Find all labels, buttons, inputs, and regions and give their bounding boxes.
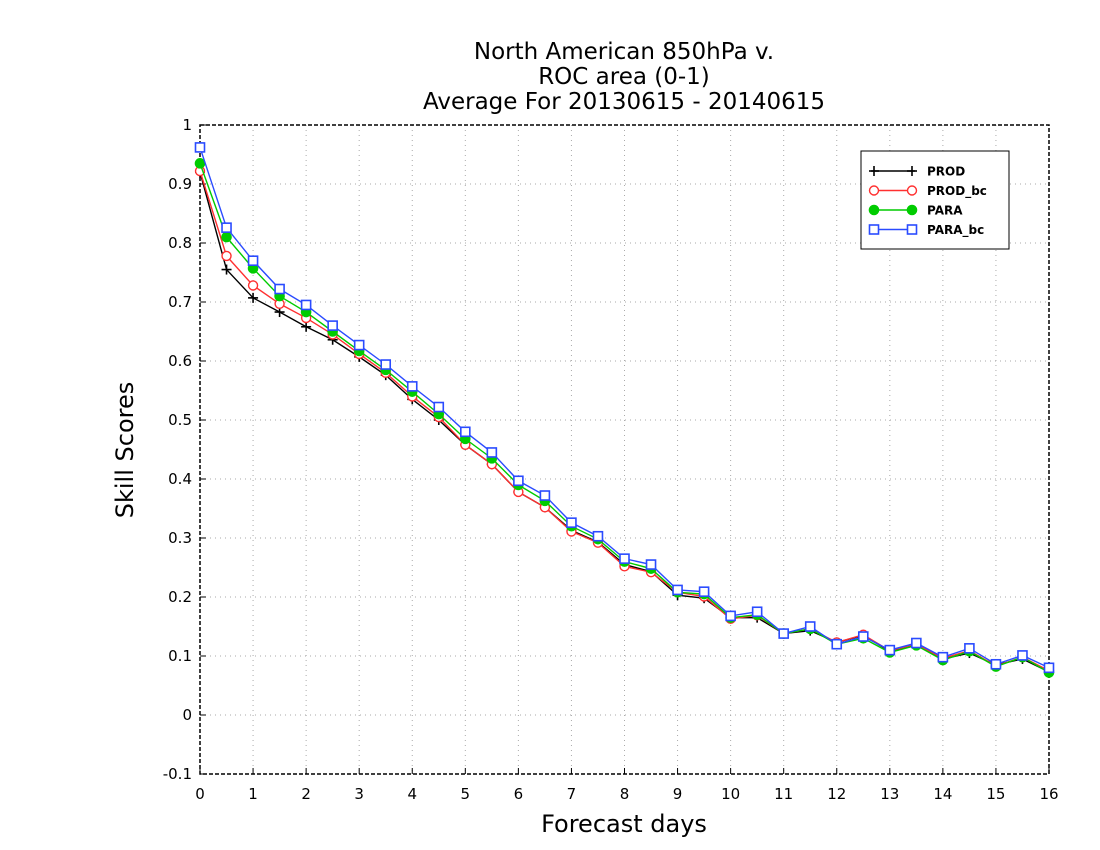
legend-marker-end [906,204,918,216]
legend-marker-end [907,166,917,176]
data-point [247,255,259,267]
data-point [990,658,1002,670]
legend-marker-start [868,224,880,235]
data-point [672,584,683,596]
x-tick-label: 5 [461,785,471,803]
x-tick-label: 9 [673,785,683,803]
y-tick-label: 0.7 [168,293,192,311]
y-axis-ticks: -0.1 0 0.1 0.2 0.3 0.4 0.5 0.6 0.7 0.8 0.9 1 [163,116,206,783]
data-point [486,447,498,458]
data-point [221,250,232,262]
series-group [194,142,1055,678]
legend-label: PROD_bc [927,184,987,199]
legend-label: PARA_bc [927,223,984,238]
data-point [1017,650,1028,661]
y-tick-label: 1 [182,116,192,134]
chart-title-line-3: Average For 20130615 - 20140615 [423,89,825,115]
x-axis-label: Forecast days [541,810,707,838]
x-tick-label: 7 [567,785,577,803]
data-point [221,222,232,233]
y-axis-label: Skill Scores [111,382,139,519]
legend-item: PROD [869,165,965,179]
y-tick-label: -0.1 [163,765,192,783]
data-point [778,628,789,639]
legend-item: PARA_bc [868,223,984,238]
x-axis-ticks: 0 1 2 3 4 5 6 7 8 9 10 11 12 13 14 15 16 [195,768,1059,803]
x-tick-label: 6 [514,785,524,803]
data-point [592,530,604,542]
data-point [831,638,843,650]
y-tick-label: 0.3 [168,529,192,547]
legend: PROD PROD_bc PARA PARA_bc [860,150,1010,250]
data-point [194,158,206,169]
x-tick-label: 4 [407,785,417,803]
data-point [221,264,232,275]
x-tick-label: 16 [1039,785,1058,803]
legend-box [860,150,1010,250]
x-tick-label: 11 [774,785,793,803]
data-point [301,321,312,332]
data-point [327,320,338,331]
data-point [460,426,471,438]
data-point [619,553,630,564]
y-tick-label: 0.9 [168,175,192,193]
legend-item: PROD_bc [868,184,987,199]
data-point [645,559,657,570]
x-tick-label: 13 [880,785,899,803]
legend-label: PROD [927,165,965,179]
data-point [911,637,922,649]
y-tick-label: 0.6 [168,352,192,370]
x-tick-label: 14 [933,785,952,803]
legend-label: PARA [927,204,963,218]
data-point [353,339,365,351]
y-tick-label: 0 [182,706,192,724]
x-tick-label: 2 [301,785,311,803]
legend-item: PARA [868,204,963,218]
data-point [513,475,524,487]
data-point [751,606,763,618]
y-tick-label: 0.5 [168,411,192,429]
data-point [274,283,285,295]
x-tick-label: 10 [721,785,740,803]
data-point [698,586,710,597]
x-tick-label: 12 [827,785,846,803]
grid [200,125,1049,774]
data-point [884,644,896,656]
data-point [857,631,869,642]
data-point [804,621,816,632]
data-point [1043,662,1055,674]
data-point [221,231,232,243]
data-point [433,401,445,413]
legend-marker-end [906,224,918,235]
legend-marker-start [868,204,880,216]
data-point [194,142,206,153]
data-point [300,299,312,311]
data-point [248,292,259,303]
x-tick-label: 15 [986,785,1005,803]
chart-title-line-1: North American 850hPa v. [474,39,774,65]
x-tick-label: 8 [620,785,630,803]
y-tick-label: 0.2 [168,588,192,606]
data-point [406,381,418,392]
data-point [725,610,736,622]
chart-title-line-2: ROC area (0-1) [538,64,710,90]
data-point [539,490,551,501]
y-tick-label: 0.8 [168,234,192,252]
x-tick-label: 0 [195,785,205,803]
series-para-bc [194,142,1055,674]
x-tick-label: 3 [354,785,364,803]
legend-marker-end [906,185,918,196]
data-point [566,517,577,528]
y-tick-label: 0.1 [168,647,192,665]
data-point [964,643,975,654]
x-tick-label: 1 [248,785,258,803]
legend-marker-start [869,166,879,176]
data-point [937,651,949,663]
data-point [247,280,259,291]
y-tick-label: 0.4 [168,470,192,488]
data-point [380,359,392,370]
legend-marker-start [868,185,880,196]
